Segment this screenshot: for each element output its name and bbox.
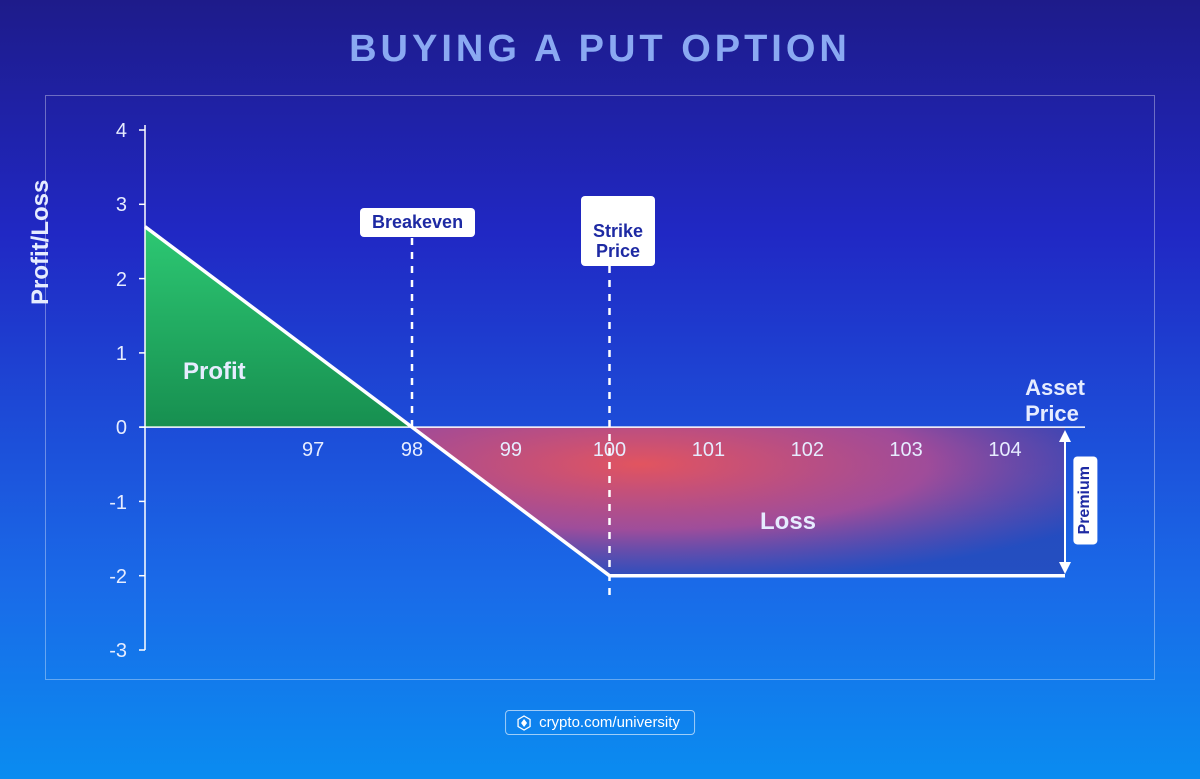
svg-text:0: 0	[116, 417, 127, 439]
svg-text:104: 104	[988, 439, 1021, 461]
premium-callout: Premium	[1073, 456, 1097, 544]
put-option-payoff-chart: Profit/Loss Asset Price	[145, 130, 1065, 650]
svg-text:1: 1	[116, 343, 127, 365]
footer-text: crypto.com/university	[539, 714, 680, 731]
svg-text:103: 103	[889, 439, 922, 461]
svg-text:102: 102	[791, 439, 824, 461]
svg-text:2: 2	[116, 269, 127, 291]
svg-text:97: 97	[302, 439, 324, 461]
svg-text:3: 3	[116, 194, 127, 216]
chart-title: BUYING A PUT OPTION	[0, 0, 1200, 71]
svg-text:-2: -2	[109, 566, 127, 588]
svg-text:99: 99	[500, 439, 522, 461]
crypto-com-logo-icon	[516, 715, 532, 731]
breakeven-callout: Breakeven	[360, 208, 475, 237]
svg-text:98: 98	[401, 439, 423, 461]
svg-text:-3: -3	[109, 640, 127, 662]
y-axis-label: Profit/Loss	[27, 180, 55, 305]
svg-text:101: 101	[692, 439, 725, 461]
footer-attribution: crypto.com/university	[505, 710, 695, 735]
svg-text:4: 4	[116, 120, 127, 142]
profit-label: Profit	[183, 358, 246, 386]
svg-text:-1: -1	[109, 492, 127, 514]
loss-label: Loss	[760, 508, 816, 536]
strike-price-callout: Strike Price	[581, 196, 655, 266]
